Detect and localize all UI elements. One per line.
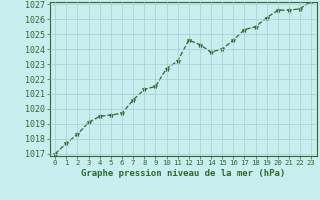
X-axis label: Graphe pression niveau de la mer (hPa): Graphe pression niveau de la mer (hPa) xyxy=(81,169,285,178)
